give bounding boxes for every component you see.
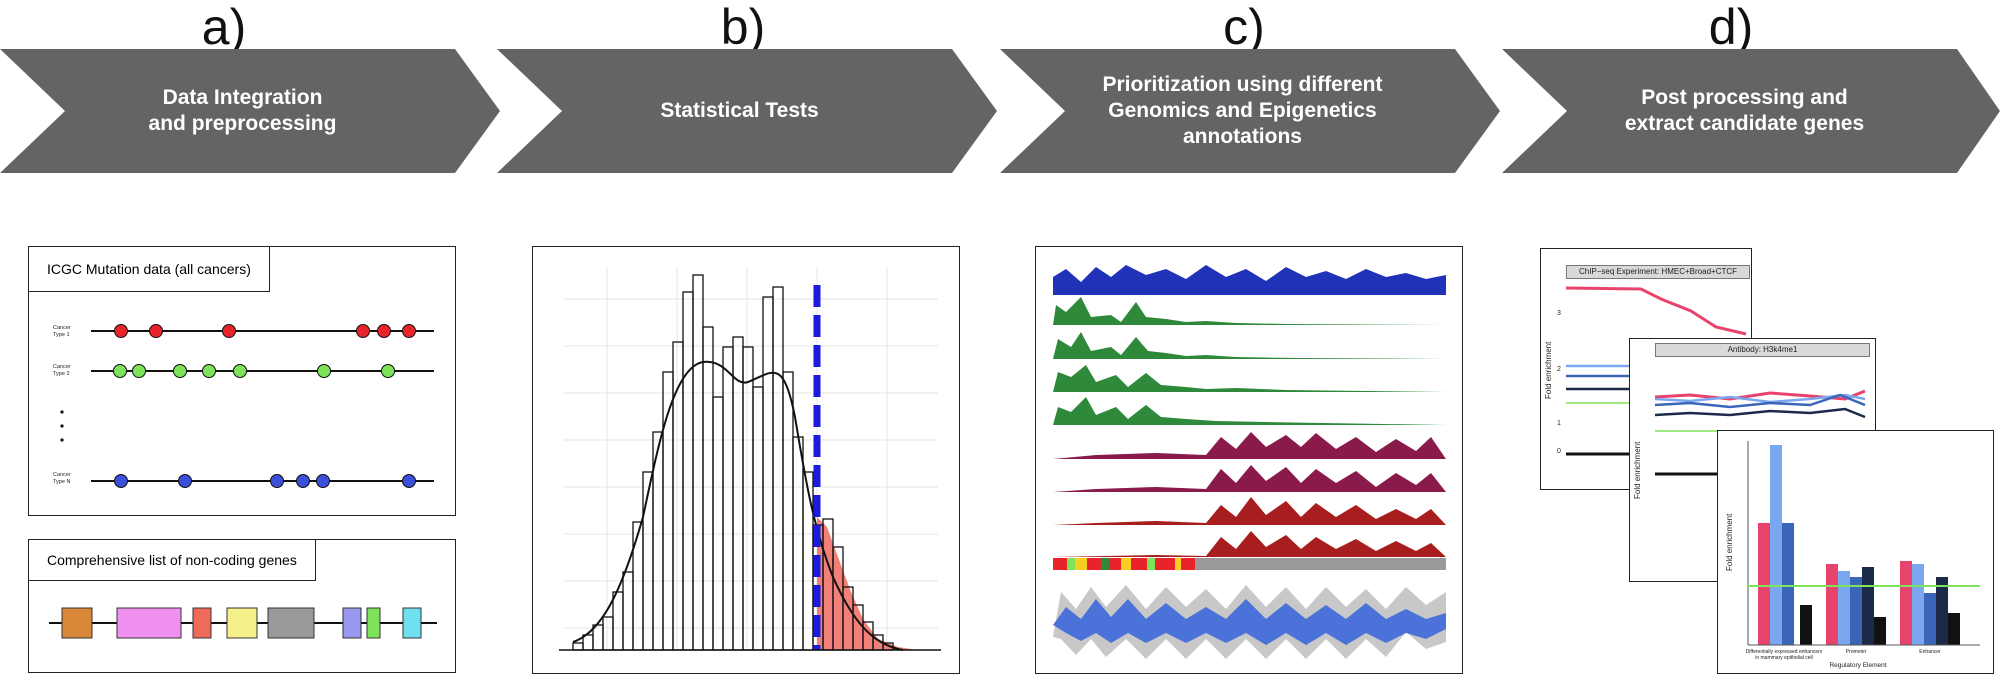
track-label-1a: Cancer: [53, 325, 71, 331]
chevron-step-c: Prioritization using different Genomics …: [1000, 49, 1500, 173]
chevron-title-c: Prioritization using different Genomics …: [1102, 73, 1383, 148]
chevron-title-b: Statistical Tests: [660, 99, 819, 122]
chart3-plot: Fold enrichment Differentially expressed…: [1725, 441, 1980, 669]
mutation-dot: [114, 474, 128, 488]
chart3-category-3: Enhancer: [1919, 649, 1941, 655]
gene-block: [366, 607, 381, 639]
track-3-mutations: [114, 474, 416, 488]
signal-track-green-2: [1053, 332, 1446, 359]
step-letter-c: c): [1223, 0, 1265, 55]
gene-block: [116, 607, 182, 639]
chart1-ylabel: Fold enrichment: [1544, 341, 1553, 399]
signal-track-green-3: [1053, 365, 1446, 392]
chart3-ylabel: Fold enrichment: [1725, 513, 1734, 571]
chart3-category-1b: in mammary epithelial cell: [1755, 655, 1813, 661]
chart1-line-red: [1565, 286, 1747, 336]
genome-annotation-panel: [1035, 246, 1463, 674]
gene-block: [267, 607, 315, 639]
mutation-dot: [316, 474, 330, 488]
chart1-tick-0: 0: [1557, 448, 1561, 455]
track-label-1b: Type 1: [53, 332, 70, 338]
mutation-dot: [149, 324, 163, 338]
chromatin-state-bar: [1053, 558, 1446, 570]
mutation-dot: [270, 474, 284, 488]
histogram-plot: [559, 267, 941, 651]
mutation-data-panel: ICGC Mutation data (all cancers) Cancer …: [28, 246, 456, 516]
track-label-2b: Type 2: [53, 371, 70, 377]
signal-track-green-1: [1053, 297, 1446, 325]
chart1-title-strip: ChIP−seq Experiment: HMEC+Broad+CTCF: [1566, 265, 1750, 279]
mutation-dot: [317, 364, 331, 378]
gene-block: [342, 607, 362, 639]
conservation-track-blue: [1053, 599, 1446, 645]
chevron-step-a: Data Integration and preprocessing: [0, 49, 500, 173]
density-curve: [572, 360, 904, 651]
mutation-dot: [402, 324, 416, 338]
mutation-dot: [173, 364, 187, 378]
genes-panel-title: Comprehensive list of non-coding genes: [28, 539, 316, 581]
mutation-dot: [114, 324, 128, 338]
mutation-tracks: Cancer Type 1 Cancer Type 2 Cancer Type …: [53, 324, 434, 488]
ellipsis-dot: [60, 410, 64, 414]
gene-block: [192, 607, 212, 639]
chart3-xlabel: Regulatory Element: [1829, 662, 1886, 669]
signal-track-red-1: [1053, 497, 1446, 525]
mutation-dot: [377, 324, 391, 338]
step-letter-b: b): [720, 0, 766, 55]
chart1-tick-2: 2: [1557, 366, 1561, 373]
mutation-dot: [356, 324, 370, 338]
track-1-mutations: [114, 324, 416, 338]
chart2-line-navy: [1654, 407, 1866, 419]
mutation-dot: [113, 364, 127, 378]
noncoding-genes-panel: Comprehensive list of non-coding genes: [28, 539, 456, 673]
track-2-mutations: [113, 364, 395, 378]
chevron-step-b: Statistical Tests: [497, 49, 997, 173]
candidate-chart-3: Fold enrichment Differentially expressed…: [1717, 430, 1994, 674]
step-letter-d: d): [1708, 0, 1754, 55]
signal-track-red-2: [1053, 531, 1446, 557]
mutation-dot: [296, 474, 310, 488]
chart2-plot: Fold enrichment: [1633, 389, 1875, 499]
mutation-dot: [233, 364, 247, 378]
chart2-line-blue: [1654, 393, 1866, 409]
chart3-bars: [1758, 445, 1960, 645]
tail-area: [817, 517, 918, 650]
track-label-2a: Cancer: [53, 364, 71, 370]
chart3-category-1: Differentially expressed enhancers: [1746, 649, 1823, 655]
chart3-category-2: Promoter: [1846, 649, 1867, 655]
chevron-title-a: Data Integration and preprocessing: [148, 86, 337, 135]
gene-track: [49, 607, 437, 639]
chart1-tick-1: 1: [1557, 420, 1561, 427]
chart2-title-strip: Antibody: H3k4me1: [1655, 343, 1870, 357]
gene-block: [402, 607, 422, 639]
signal-track-maroon-1: [1053, 432, 1446, 459]
chevron-step-d: Post processing and extract candidate ge…: [1502, 49, 2000, 173]
track-label-3a: Cancer: [53, 472, 71, 478]
mutation-dot: [381, 364, 395, 378]
signal-track-maroon-2: [1053, 465, 1446, 492]
mutation-panel-title: ICGC Mutation data (all cancers): [28, 246, 270, 292]
ellipsis-dot: [60, 424, 64, 428]
gene-block: [226, 607, 258, 639]
chart2-ylabel: Fold enrichment: [1633, 441, 1642, 499]
plot-gridlines: [563, 267, 938, 650]
statistical-test-panel: [532, 246, 960, 674]
chart1-tick-3: 3: [1557, 310, 1561, 317]
track-label-3b: Type N: [53, 479, 70, 485]
mutation-dot: [202, 364, 216, 378]
chart2-line-red: [1654, 389, 1866, 401]
signal-track-green-4: [1053, 397, 1446, 425]
gene-block: [61, 607, 93, 639]
mutation-dot: [178, 474, 192, 488]
genome-tracks: [1053, 265, 1446, 659]
mutation-dot: [132, 364, 146, 378]
step-letter-a: a): [201, 0, 247, 55]
mutation-dot: [222, 324, 236, 338]
ellipsis-dot: [60, 438, 64, 442]
signal-track-blue: [1053, 265, 1446, 295]
chevron-title-d: Post processing and extract candidate ge…: [1624, 86, 1865, 135]
mutation-dot: [402, 474, 416, 488]
